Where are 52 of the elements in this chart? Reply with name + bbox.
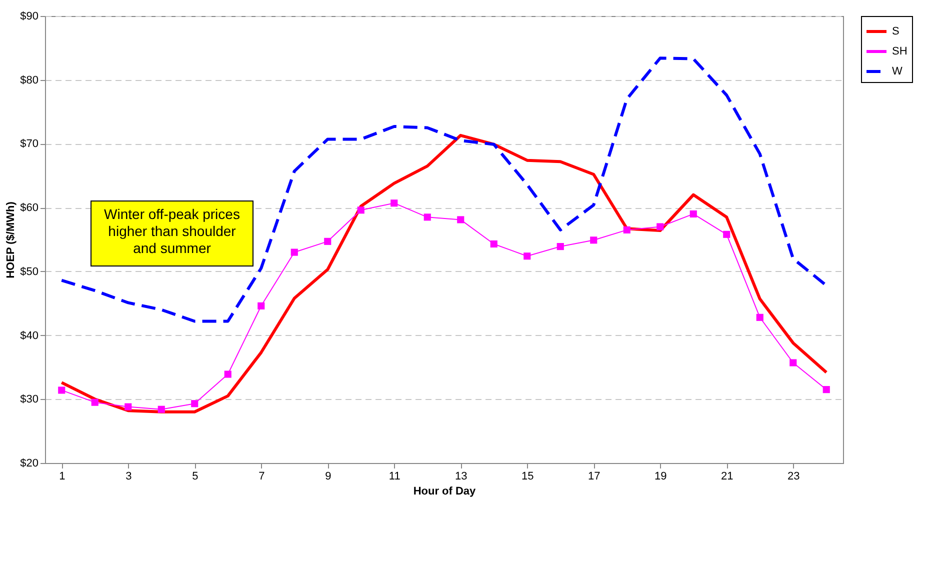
legend-label: W	[892, 66, 903, 78]
point	[290, 248, 298, 256]
point	[790, 359, 797, 366]
line-series	[60, 134, 828, 414]
point	[656, 223, 664, 230]
point	[91, 398, 98, 406]
y-tick-label: $50	[20, 266, 38, 278]
y-tick-label: $70	[20, 138, 38, 150]
point	[357, 206, 364, 214]
y-tick-label: $60	[20, 202, 38, 214]
point	[524, 252, 531, 260]
x-tick-label: 3	[126, 470, 132, 482]
point	[623, 226, 630, 234]
y-tick-label: $40	[20, 330, 38, 342]
x-tick-label: 15	[522, 470, 534, 482]
y-tick-label: $80	[20, 74, 38, 86]
x-tick-label: 13	[455, 470, 468, 482]
line-series	[60, 56, 828, 323]
annotation: Winter off-peak prices higher than shoulder and summer	[104, 206, 240, 256]
x-tick-label: 1	[59, 470, 66, 482]
x-axis-title: Hour of Day	[413, 486, 477, 498]
y-tick-label: $30	[20, 394, 38, 406]
legend-label: S	[892, 26, 900, 38]
point	[158, 406, 165, 413]
point	[224, 370, 232, 378]
x-tick-label: 9	[325, 470, 332, 482]
point	[424, 214, 431, 221]
point	[457, 216, 464, 224]
point	[191, 400, 198, 408]
point	[590, 236, 598, 244]
y-tick-label: $90	[20, 10, 38, 22]
point	[124, 403, 132, 410]
point	[324, 238, 332, 245]
point	[723, 230, 730, 238]
x-tick-label: 23	[788, 470, 800, 482]
point	[822, 386, 830, 394]
legend-label: SH	[892, 46, 908, 58]
y-axis-title: HOEP ($/MWh)	[5, 201, 18, 278]
point	[556, 242, 564, 250]
x-tick-label: 19	[654, 470, 667, 482]
x-tick-label: 5	[192, 470, 198, 482]
point	[690, 210, 697, 218]
x-tick-label: 11	[388, 470, 400, 482]
x-tick-label: 17	[588, 470, 600, 482]
point	[258, 302, 265, 310]
point	[756, 314, 764, 321]
x-tick-label: 21	[721, 470, 734, 482]
point	[58, 386, 66, 394]
point	[490, 240, 498, 248]
x-tick-label: 7	[258, 470, 265, 482]
point	[390, 200, 398, 207]
y-tick-label: $20	[20, 458, 38, 470]
